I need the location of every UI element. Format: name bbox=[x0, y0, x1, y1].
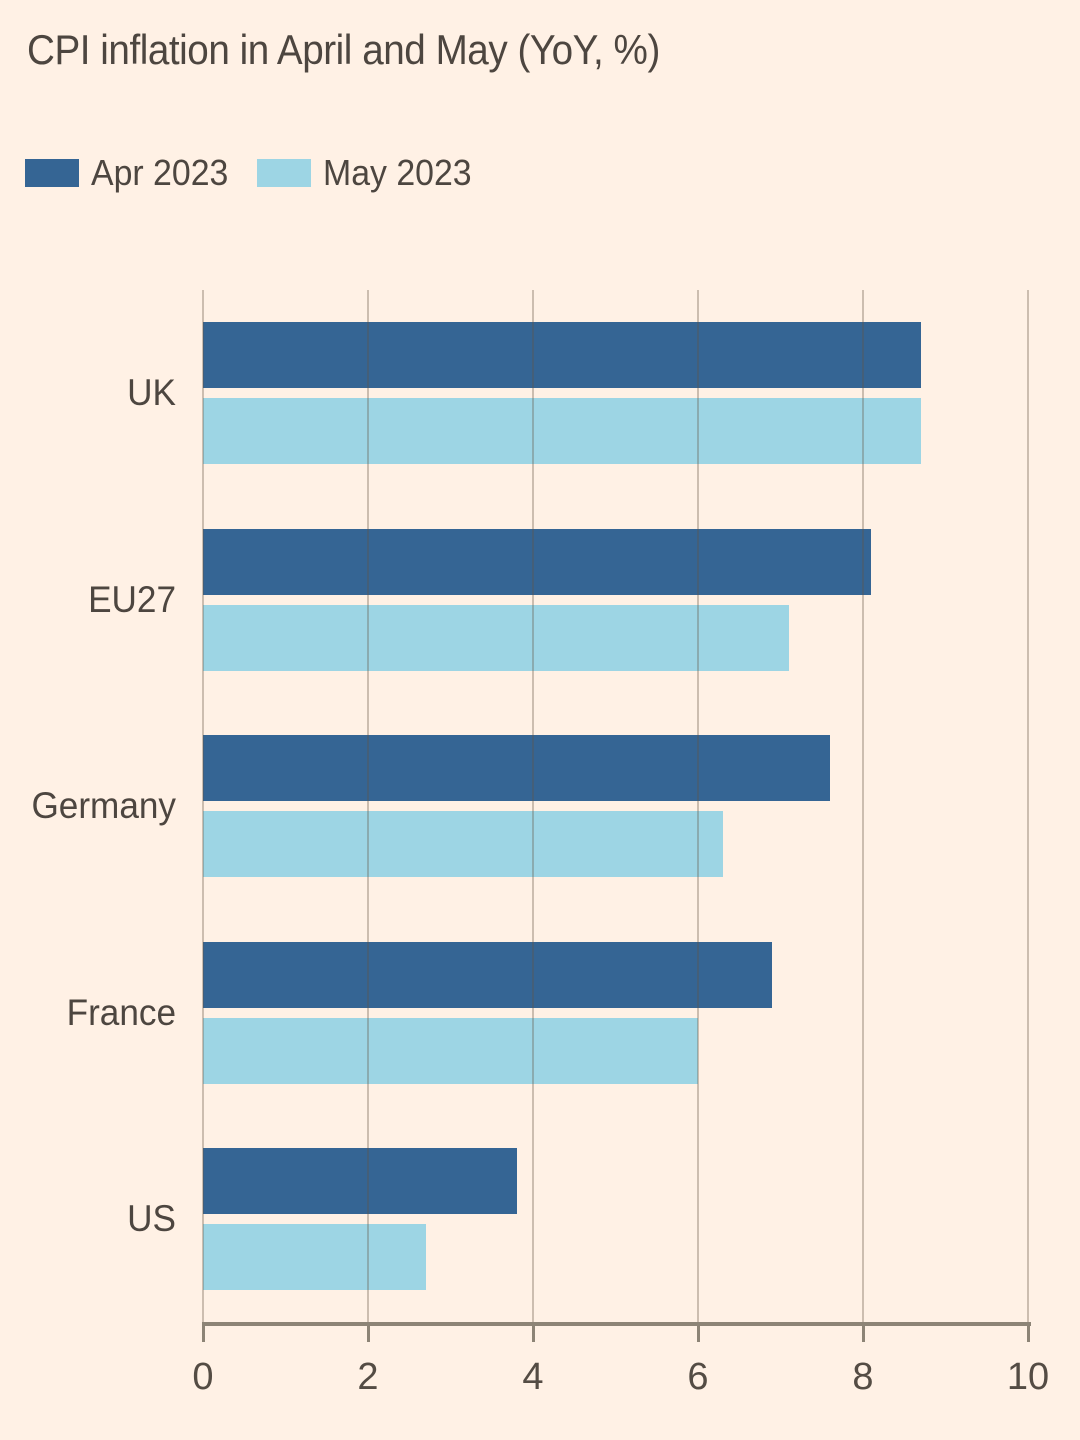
category-label-germany: Germany bbox=[31, 785, 176, 826]
tick-mark-x-4 bbox=[531, 1326, 535, 1342]
bar-apr-2023-us bbox=[203, 1148, 517, 1214]
bar-may-2023-us bbox=[203, 1224, 426, 1290]
bar-group-uk bbox=[203, 322, 1028, 464]
bar-group-eu27 bbox=[203, 528, 1028, 671]
bar-group-france bbox=[203, 941, 1028, 1084]
category-label-uk: UK bbox=[127, 372, 176, 413]
bar-apr-2023-france bbox=[203, 941, 773, 1008]
bar-apr-2023-uk bbox=[203, 322, 921, 388]
legend-item-apr-2023: Apr 2023 bbox=[25, 152, 237, 194]
tick-label-x-0: 0 bbox=[192, 1356, 214, 1398]
tick-label-x-2: 2 bbox=[357, 1356, 379, 1398]
legend-swatch-apr-2023 bbox=[25, 159, 79, 187]
plot-area: UK EU27 Germany France US 0 2 4 6 8 10 bbox=[31, 290, 1049, 1398]
tick-label-x-6: 6 bbox=[687, 1356, 709, 1398]
tick-mark-x-2 bbox=[366, 1326, 370, 1342]
legend-item-may-2023: May 2023 bbox=[257, 152, 481, 194]
tick-label-x-10: 10 bbox=[1006, 1356, 1050, 1398]
x-axis-line bbox=[202, 1322, 1031, 1326]
legend-label-apr-2023: Apr 2023 bbox=[91, 152, 229, 193]
bar-group-us bbox=[203, 1148, 1028, 1290]
bar-may-2023-eu27 bbox=[203, 604, 789, 671]
tick-label-x-4: 4 bbox=[522, 1356, 544, 1398]
tick-mark-x-8 bbox=[861, 1326, 865, 1342]
bar-may-2023-uk bbox=[203, 398, 921, 464]
bar-group-germany bbox=[203, 735, 1028, 877]
category-label-us: US bbox=[127, 1198, 176, 1239]
tick-mark-x-10 bbox=[1026, 1326, 1030, 1342]
tick-mark-x-6 bbox=[696, 1326, 700, 1342]
chart-title: CPI inflation in April and May (YoY, %) bbox=[27, 26, 660, 73]
legend-label-may-2023: May 2023 bbox=[323, 152, 472, 193]
chart-legend: Apr 2023 May 2023 bbox=[25, 152, 481, 194]
legend-swatch-may-2023 bbox=[257, 159, 312, 187]
tick-label-x-8: 8 bbox=[852, 1356, 874, 1398]
category-label-eu27: EU27 bbox=[88, 578, 176, 620]
bar-may-2023-france bbox=[203, 1017, 698, 1084]
category-label-france: France bbox=[66, 991, 176, 1033]
bar-apr-2023-germany bbox=[203, 735, 830, 801]
tick-mark-x-0 bbox=[201, 1326, 205, 1342]
bar-apr-2023-eu27 bbox=[203, 528, 872, 595]
bar-may-2023-germany bbox=[203, 811, 723, 877]
